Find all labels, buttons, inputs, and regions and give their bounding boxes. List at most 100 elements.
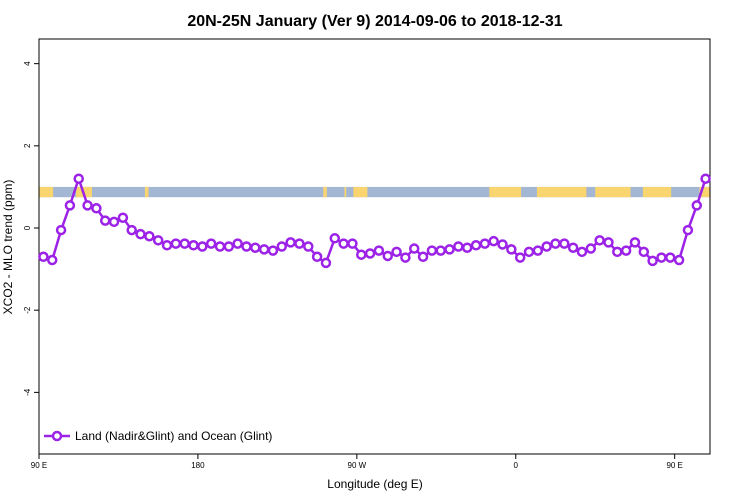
data-point: [108, 216, 120, 228]
data-point: [258, 244, 270, 255]
data-point: [514, 252, 526, 263]
data-point: [470, 240, 482, 251]
land-band-segment: [344, 186, 347, 198]
land-band-segment: [489, 186, 522, 198]
data-point: [55, 224, 67, 236]
data-point: [38, 251, 49, 263]
data-point: [99, 215, 111, 226]
x-tick-label: 90 E: [31, 461, 47, 470]
x-tick-label: 0: [514, 461, 519, 470]
data-point: [400, 252, 411, 263]
y-axis-label: XCO2 - MLO trend (ppm): [1, 180, 15, 315]
data-point: [612, 246, 623, 258]
y-tick-label: 4: [23, 61, 32, 66]
band-layer: [39, 186, 710, 198]
data-point: [479, 238, 491, 249]
y-tick-label: -4: [23, 388, 32, 396]
data-point: [585, 243, 597, 254]
data-point: [117, 212, 129, 223]
data-point: [320, 257, 332, 269]
data-point: [506, 244, 517, 255]
legend-entry-label: Land (Nadir&Glint) and Ocean (Glint): [75, 429, 272, 443]
series-layer: [38, 173, 711, 269]
data-point: [285, 237, 296, 248]
data-point: [197, 241, 208, 252]
ocean-band: [39, 186, 710, 198]
data-point: [656, 252, 667, 263]
data-point: [356, 249, 367, 260]
data-point: [170, 238, 182, 249]
legend-marker: [51, 430, 63, 442]
data-point: [223, 241, 235, 252]
land-band-segment: [323, 186, 327, 198]
data-point: [417, 251, 429, 263]
data-point: [497, 239, 508, 250]
data-point: [82, 200, 93, 211]
data-point: [373, 245, 385, 256]
data-point: [144, 230, 155, 242]
data-point: [303, 241, 314, 252]
data-point: [461, 242, 473, 253]
data-point: [453, 241, 464, 252]
data-point: [541, 241, 552, 252]
land-band-segment: [699, 186, 710, 198]
data-point: [488, 235, 499, 247]
data-point: [46, 254, 58, 266]
land-band-segment: [353, 186, 368, 198]
data-point: [126, 224, 137, 236]
data-point: [382, 250, 393, 262]
land-band-segment: [536, 186, 587, 198]
data-point: [408, 243, 420, 254]
data-point: [276, 241, 288, 252]
y-axis: -4 -2 0 2 4: [23, 61, 39, 396]
data-point: [135, 228, 146, 240]
data-point: [73, 173, 84, 184]
data-point: [665, 252, 676, 263]
land-band-segment: [595, 186, 631, 198]
data-point: [250, 242, 261, 253]
data-point: [673, 254, 685, 266]
data-point: [426, 245, 438, 256]
y-tick-label: 2: [23, 143, 32, 148]
plot-frame: [38, 38, 711, 455]
data-point: [391, 246, 402, 258]
data-point: [576, 246, 588, 258]
data-point: [638, 246, 650, 258]
data-point: [347, 238, 358, 249]
data-point: [700, 173, 711, 184]
y-tick-label: -2: [23, 306, 32, 314]
data-point: [647, 255, 658, 267]
data-point: [559, 238, 570, 249]
data-point: [620, 245, 632, 256]
land-band-segment: [39, 186, 54, 198]
y-tick-label: 0: [23, 225, 32, 230]
data-point: [532, 245, 544, 256]
data-point: [152, 235, 164, 246]
data-point: [205, 238, 217, 249]
chart-title: 20N-25N January (Ver 9) 2014-09-06 to 20…: [187, 13, 562, 30]
data-point: [444, 244, 455, 255]
data-point: [364, 248, 376, 259]
data-point: [267, 245, 279, 256]
data-point: [691, 200, 703, 211]
x-axis: 90 E 180 90 W 0 90 E: [31, 454, 683, 470]
data-point: [232, 238, 243, 249]
data-point: [64, 200, 76, 211]
data-point: [682, 224, 694, 236]
land-band-segment: [642, 186, 672, 198]
x-tick-label: 90 W: [348, 461, 367, 470]
x-tick-label: 90 E: [666, 461, 682, 470]
data-point: [329, 233, 341, 244]
data-point: [179, 238, 190, 249]
data-point: [311, 251, 323, 263]
data-point: [550, 238, 561, 249]
data-point: [594, 235, 605, 246]
x-tick-label: 180: [191, 461, 205, 470]
data-point: [629, 237, 641, 248]
data-point: [567, 242, 579, 253]
data-point: [161, 240, 173, 251]
data-point: [188, 240, 199, 251]
data-point: [338, 238, 349, 249]
x-axis-label: Longitude (deg E): [327, 477, 422, 491]
